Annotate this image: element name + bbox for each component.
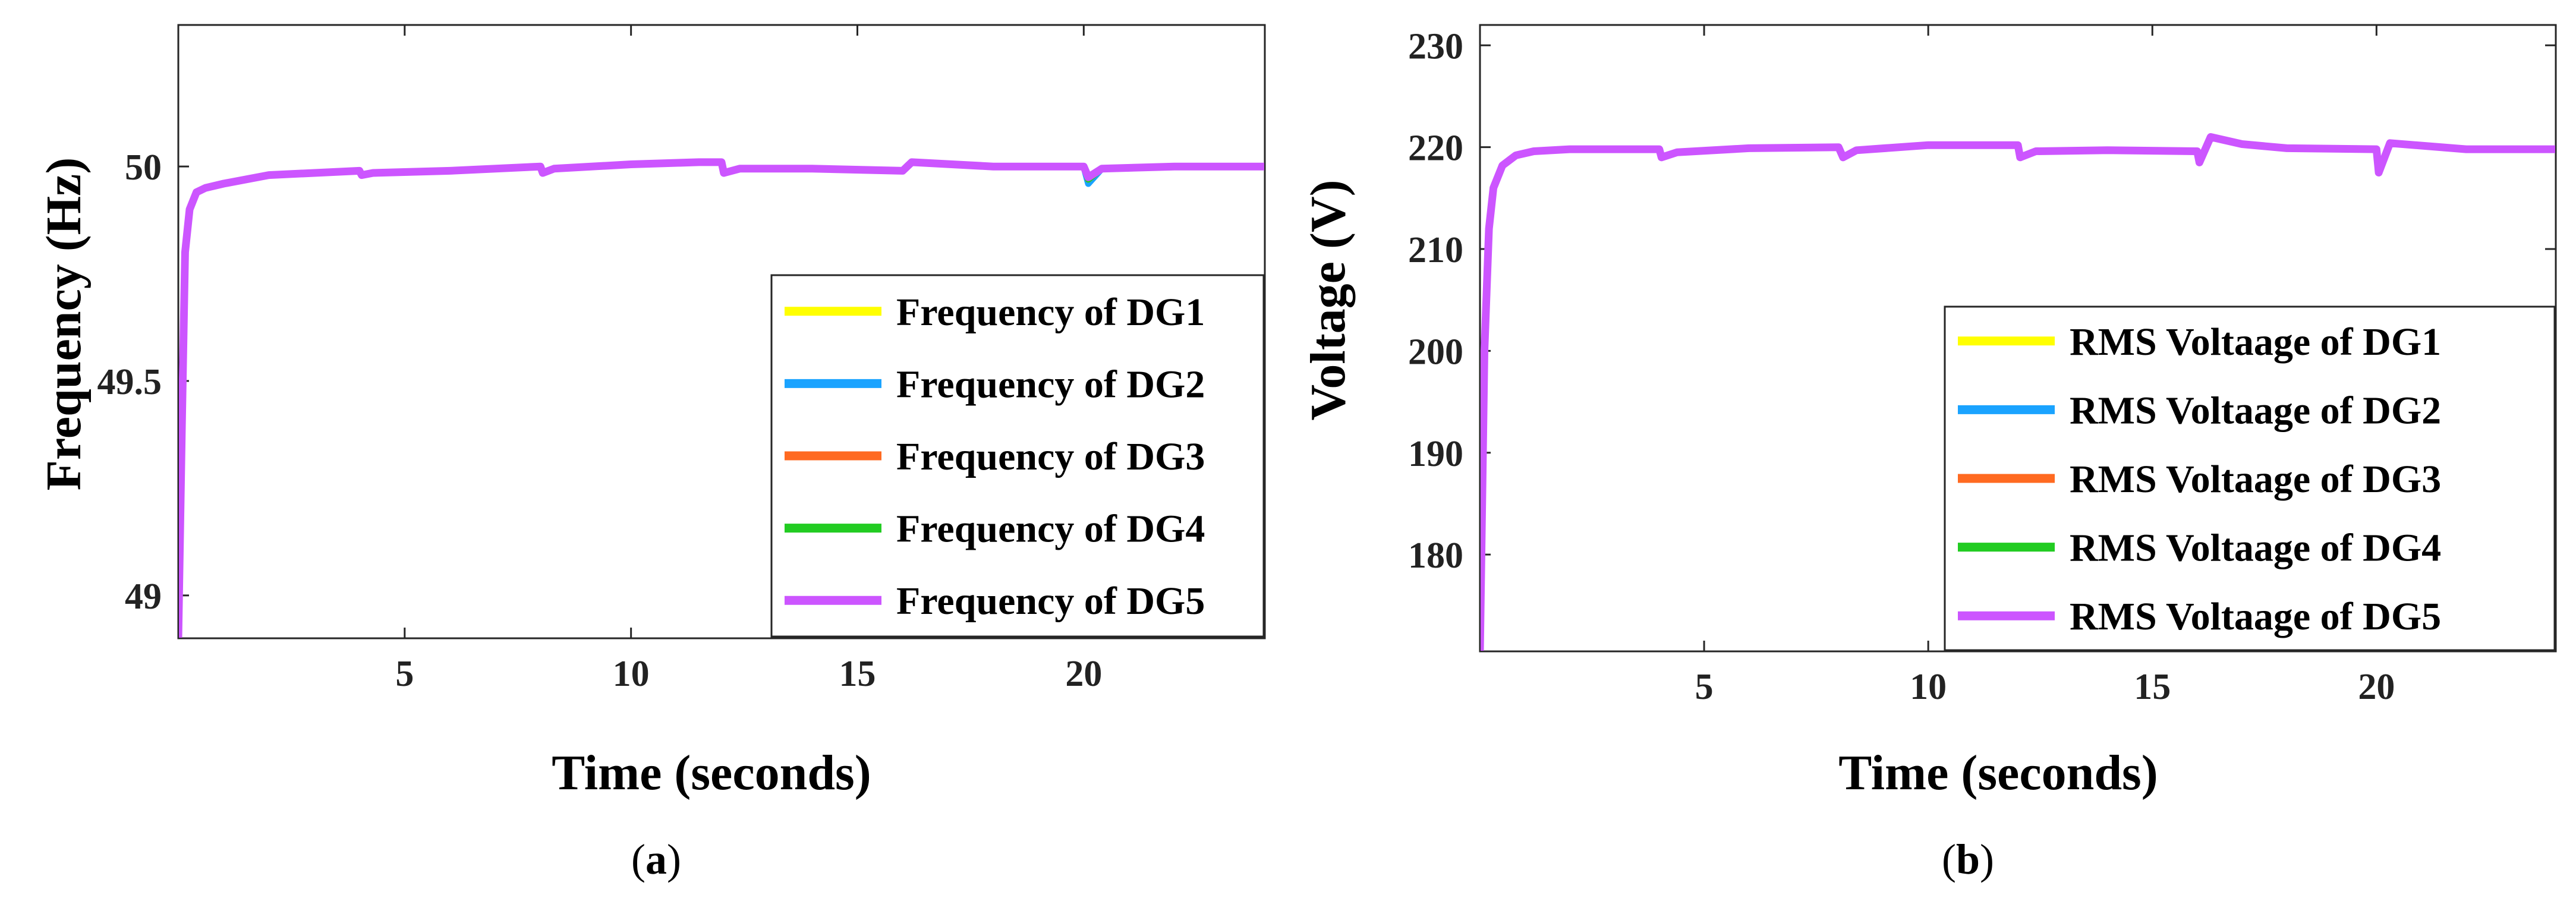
- chart-panel-b: 5 10 15 20 180 190 200 210 220 230 RMS Voltaage of…: [1300, 24, 2557, 883]
- caption-a-letter: a: [645, 836, 667, 883]
- legend-label-b-dg1: RMS Voltaage of DG1: [2070, 320, 2441, 364]
- x-tick-label-b-15: 15: [2134, 667, 2171, 707]
- x-tick-label-a-15: 15: [839, 654, 876, 694]
- y-tick-label-b-5: 230: [1408, 26, 1463, 67]
- series-group-b: [1481, 133, 2555, 651]
- y-tick-label-b-3: 210: [1408, 230, 1463, 270]
- caption-a: (a): [631, 836, 681, 883]
- series-line-b-dg5: [1481, 133, 2555, 651]
- caption-a-close: ): [667, 836, 681, 883]
- legend-label-b-dg5: RMS Voltaage of DG5: [2070, 595, 2441, 638]
- legend-label-b-dg2: RMS Voltaage of DG2: [2070, 389, 2441, 432]
- y-tick-label-a-1: 49.5: [97, 362, 162, 402]
- x-tick-label-a-10: 10: [613, 654, 650, 694]
- y-tick-label-b-4: 220: [1408, 128, 1463, 169]
- x-axis-title-a: Time (seconds): [552, 745, 871, 801]
- x-tick-label-b-10: 10: [1910, 667, 1947, 707]
- series-group-a: [179, 158, 1264, 638]
- y-tick-label-b-2: 200: [1408, 332, 1463, 372]
- legend-a: Frequency of DG1 Frequency of DG2 Frequenc…: [770, 274, 1265, 638]
- caption-a-open: (: [631, 836, 645, 883]
- x-tick-label-b-5: 5: [1695, 667, 1714, 707]
- caption-b-letter: b: [1956, 836, 1980, 883]
- y-tick-label-b-1: 190: [1408, 434, 1463, 474]
- y-tick-label-a-2: 50: [125, 147, 162, 188]
- caption-b-close: ): [1980, 836, 1994, 883]
- legend-b: RMS Voltaage of DG1 RMS Voltaage of DG2 RM…: [1944, 305, 2556, 651]
- x-tick-label-b-20: 20: [2358, 667, 2395, 707]
- y-axis-title-b: Voltage (V): [1300, 179, 1356, 420]
- y-axis-title-a: Frequency (Hz): [36, 157, 92, 491]
- x-axis-title-b: Time (seconds): [1838, 745, 2158, 801]
- legend-label-a-dg2: Frequency of DG2: [896, 363, 1205, 406]
- y-tick-label-b-0: 180: [1408, 535, 1463, 576]
- legend-label-a-dg3: Frequency of DG3: [896, 435, 1205, 478]
- legend-label-a-dg4: Frequency of DG4: [896, 508, 1205, 551]
- x-tick-label-a-20: 20: [1065, 654, 1102, 694]
- y-tick-label-a-0: 49: [125, 576, 162, 617]
- legend-label-b-dg4: RMS Voltaage of DG4: [2070, 527, 2441, 570]
- caption-b: (b): [1942, 836, 1994, 883]
- caption-b-open: (: [1942, 836, 1956, 883]
- x-tick-label-a-5: 5: [395, 654, 414, 694]
- series-line-a-dg5: [179, 158, 1264, 638]
- legend-label-a-dg1: Frequency of DG1: [896, 291, 1205, 334]
- plot-area-b: 5 10 15 20 180 190 200 210 220 230 RMS Voltaage of…: [1408, 24, 2557, 707]
- legend-label-b-dg3: RMS Voltaage of DG3: [2070, 458, 2441, 501]
- legend-label-a-dg5: Frequency of DG5: [896, 579, 1205, 623]
